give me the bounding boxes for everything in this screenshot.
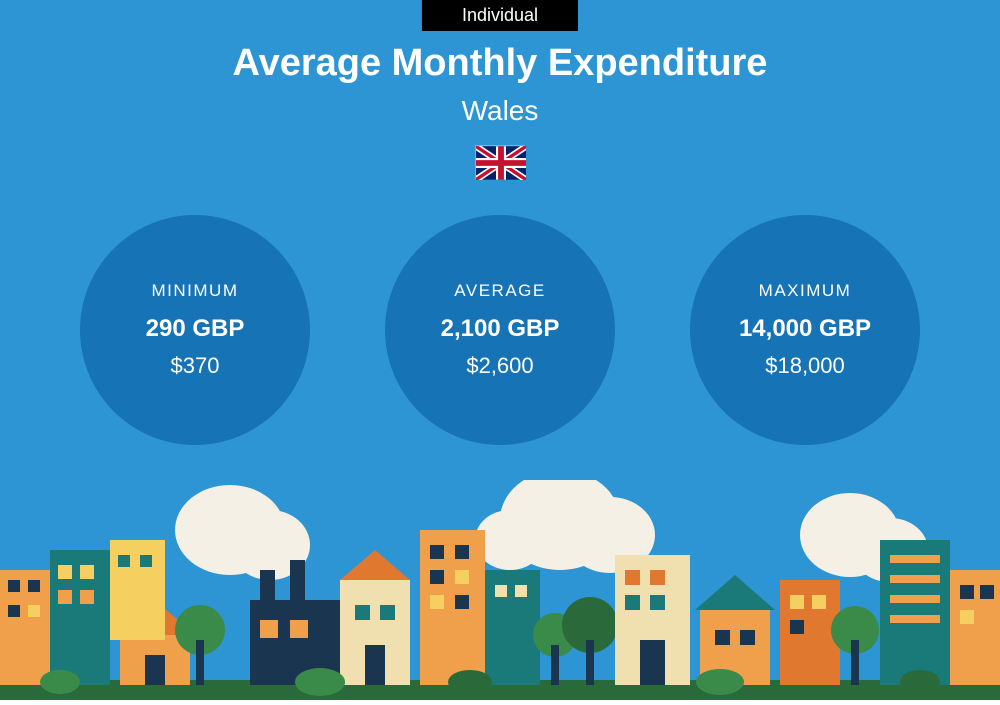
stat-minimum: MINIMUM 290 GBP $370 (80, 215, 310, 445)
uk-flag-icon (475, 145, 525, 179)
page-title: Average Monthly Expenditure (0, 42, 1000, 85)
stat-label: MAXIMUM (759, 281, 852, 301)
stat-label: AVERAGE (454, 281, 545, 301)
stat-primary-value: 14,000 GBP (739, 315, 871, 343)
stat-primary-value: 290 GBP (146, 315, 245, 343)
stat-primary-value: 2,100 GBP (441, 315, 560, 343)
stat-average: AVERAGE 2,100 GBP $2,600 (385, 215, 615, 445)
stats-row: MINIMUM 290 GBP $370 AVERAGE 2,100 GBP $… (0, 215, 1000, 445)
region-subtitle: Wales (0, 95, 1000, 127)
cityscape-illustration (0, 480, 1000, 700)
stat-secondary-value: $2,600 (466, 353, 533, 379)
category-badge: Individual (422, 0, 578, 31)
stat-secondary-value: $18,000 (765, 353, 845, 379)
stat-secondary-value: $370 (171, 353, 220, 379)
stat-label: MINIMUM (152, 281, 239, 301)
stat-maximum: MAXIMUM 14,000 GBP $18,000 (690, 215, 920, 445)
